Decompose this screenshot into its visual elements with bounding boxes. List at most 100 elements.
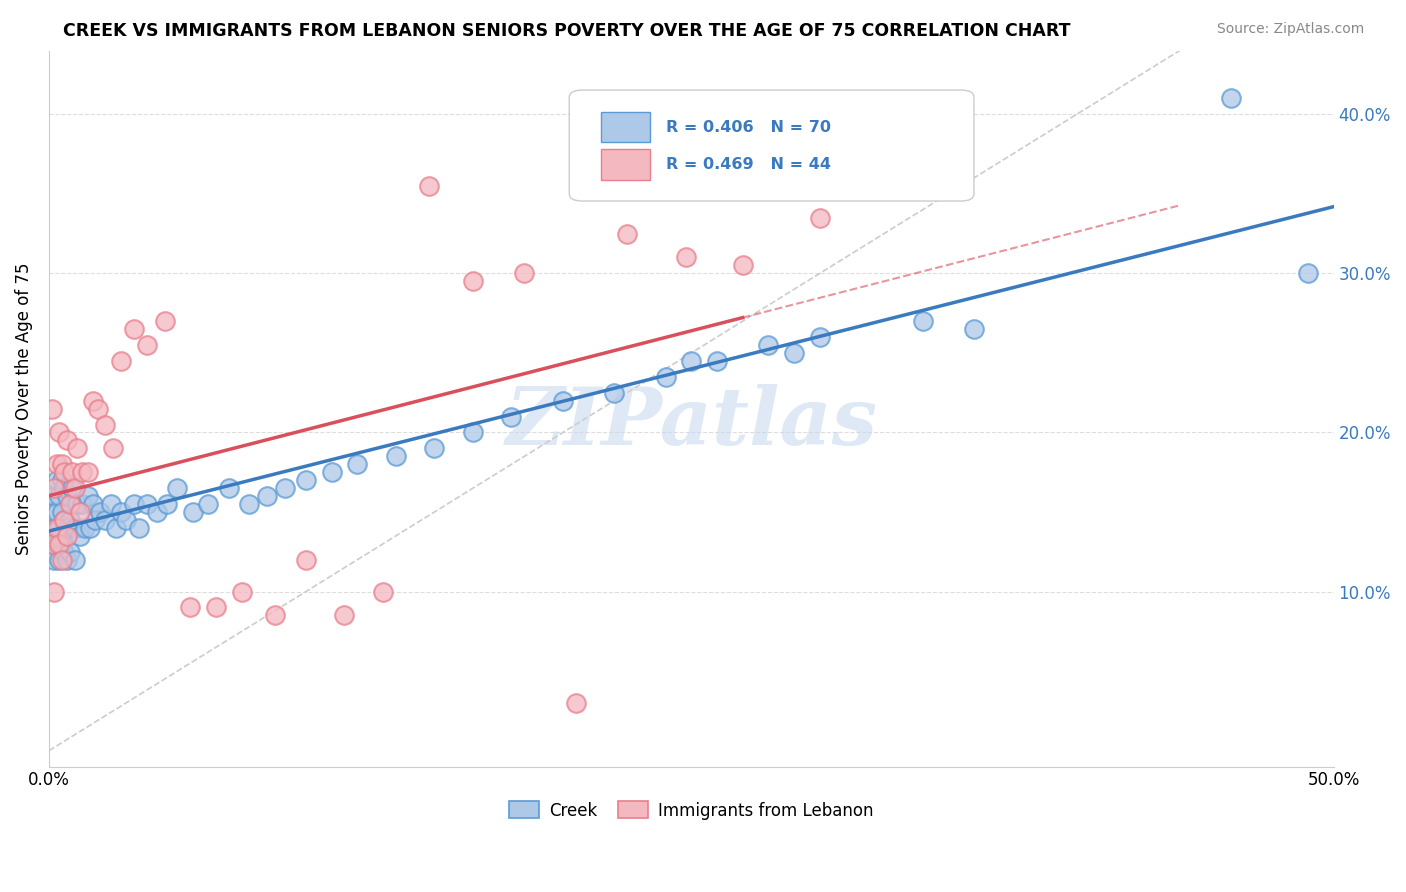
Point xyxy=(56,434,79,448)
Point xyxy=(42,489,65,503)
Point xyxy=(461,274,484,288)
Point xyxy=(681,354,703,368)
Point xyxy=(51,537,73,551)
Point xyxy=(231,584,253,599)
Point xyxy=(87,401,110,416)
Point xyxy=(94,417,117,432)
Point xyxy=(53,513,76,527)
Point xyxy=(100,497,122,511)
Point xyxy=(783,346,806,360)
Point xyxy=(45,458,67,472)
Point xyxy=(51,553,73,567)
Point xyxy=(197,497,219,511)
Point xyxy=(48,553,70,567)
Point xyxy=(60,465,83,479)
Point xyxy=(73,521,96,535)
FancyBboxPatch shape xyxy=(569,90,974,201)
Point xyxy=(84,513,107,527)
Text: R = 0.469   N = 44: R = 0.469 N = 44 xyxy=(665,157,831,172)
Point xyxy=(56,489,79,503)
Point xyxy=(603,385,626,400)
Point xyxy=(45,505,67,519)
Point xyxy=(60,481,83,495)
Point xyxy=(69,529,91,543)
Point xyxy=(72,497,94,511)
Point xyxy=(79,521,101,535)
Point xyxy=(153,314,176,328)
Point xyxy=(63,553,86,567)
Point xyxy=(146,505,169,519)
FancyBboxPatch shape xyxy=(602,112,650,143)
Point xyxy=(58,497,80,511)
Point xyxy=(238,497,260,511)
Point xyxy=(53,545,76,559)
Point xyxy=(41,401,63,416)
Point xyxy=(564,696,586,710)
Point xyxy=(1219,91,1241,105)
Point xyxy=(76,489,98,503)
Point xyxy=(53,513,76,527)
Y-axis label: Seniors Poverty Over the Age of 75: Seniors Poverty Over the Age of 75 xyxy=(15,262,32,555)
Text: Source: ZipAtlas.com: Source: ZipAtlas.com xyxy=(1216,22,1364,37)
Point xyxy=(551,393,574,408)
Point xyxy=(295,473,318,487)
Point xyxy=(501,409,523,424)
Point xyxy=(63,481,86,495)
Point xyxy=(808,211,831,225)
Point xyxy=(56,529,79,543)
Point xyxy=(48,425,70,440)
Point xyxy=(706,354,728,368)
Point xyxy=(321,465,343,479)
Point xyxy=(731,259,754,273)
Point xyxy=(166,481,188,495)
Point xyxy=(205,600,228,615)
Point xyxy=(156,497,179,511)
Point xyxy=(42,481,65,495)
Legend: Creek, Immigrants from Lebanon: Creek, Immigrants from Lebanon xyxy=(503,795,880,826)
Point xyxy=(51,458,73,472)
Point xyxy=(346,458,368,472)
Point xyxy=(45,537,67,551)
Point xyxy=(94,513,117,527)
Point xyxy=(45,521,67,535)
Point xyxy=(385,450,408,464)
Point xyxy=(418,178,440,193)
Point xyxy=(256,489,278,503)
Point xyxy=(808,330,831,344)
Point xyxy=(264,608,287,623)
Point xyxy=(63,521,86,535)
Point xyxy=(181,505,204,519)
Point xyxy=(51,473,73,487)
Point xyxy=(42,584,65,599)
Point xyxy=(58,545,80,559)
Point xyxy=(218,481,240,495)
Point xyxy=(122,322,145,336)
Point xyxy=(53,465,76,479)
Point xyxy=(53,481,76,495)
Point xyxy=(41,537,63,551)
Point xyxy=(371,584,394,599)
Point xyxy=(76,465,98,479)
Point xyxy=(104,521,127,535)
Point xyxy=(513,267,536,281)
Point xyxy=(69,505,91,519)
Point xyxy=(66,442,89,456)
Point xyxy=(56,553,79,567)
Point xyxy=(110,505,132,519)
Point xyxy=(103,442,125,456)
Point xyxy=(41,537,63,551)
Point xyxy=(48,537,70,551)
Point xyxy=(274,481,297,495)
Point xyxy=(675,251,697,265)
Point xyxy=(110,354,132,368)
Point xyxy=(115,513,138,527)
Text: CREEK VS IMMIGRANTS FROM LEBANON SENIORS POVERTY OVER THE AGE OF 75 CORRELATION : CREEK VS IMMIGRANTS FROM LEBANON SENIORS… xyxy=(63,22,1071,40)
Point xyxy=(1296,267,1319,281)
Point xyxy=(461,425,484,440)
FancyBboxPatch shape xyxy=(602,150,650,179)
Point xyxy=(128,521,150,535)
Point xyxy=(295,553,318,567)
Point xyxy=(616,227,638,241)
Text: R = 0.406   N = 70: R = 0.406 N = 70 xyxy=(665,120,831,135)
Point xyxy=(72,465,94,479)
